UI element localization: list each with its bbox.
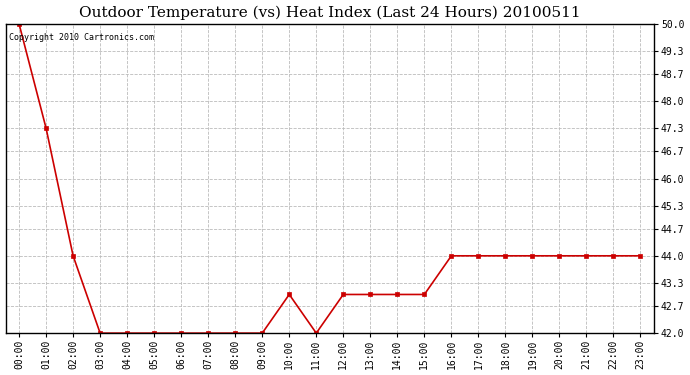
Text: Copyright 2010 Cartronics.com: Copyright 2010 Cartronics.com: [9, 33, 154, 42]
Title: Outdoor Temperature (vs) Heat Index (Last 24 Hours) 20100511: Outdoor Temperature (vs) Heat Index (Las…: [79, 6, 580, 20]
